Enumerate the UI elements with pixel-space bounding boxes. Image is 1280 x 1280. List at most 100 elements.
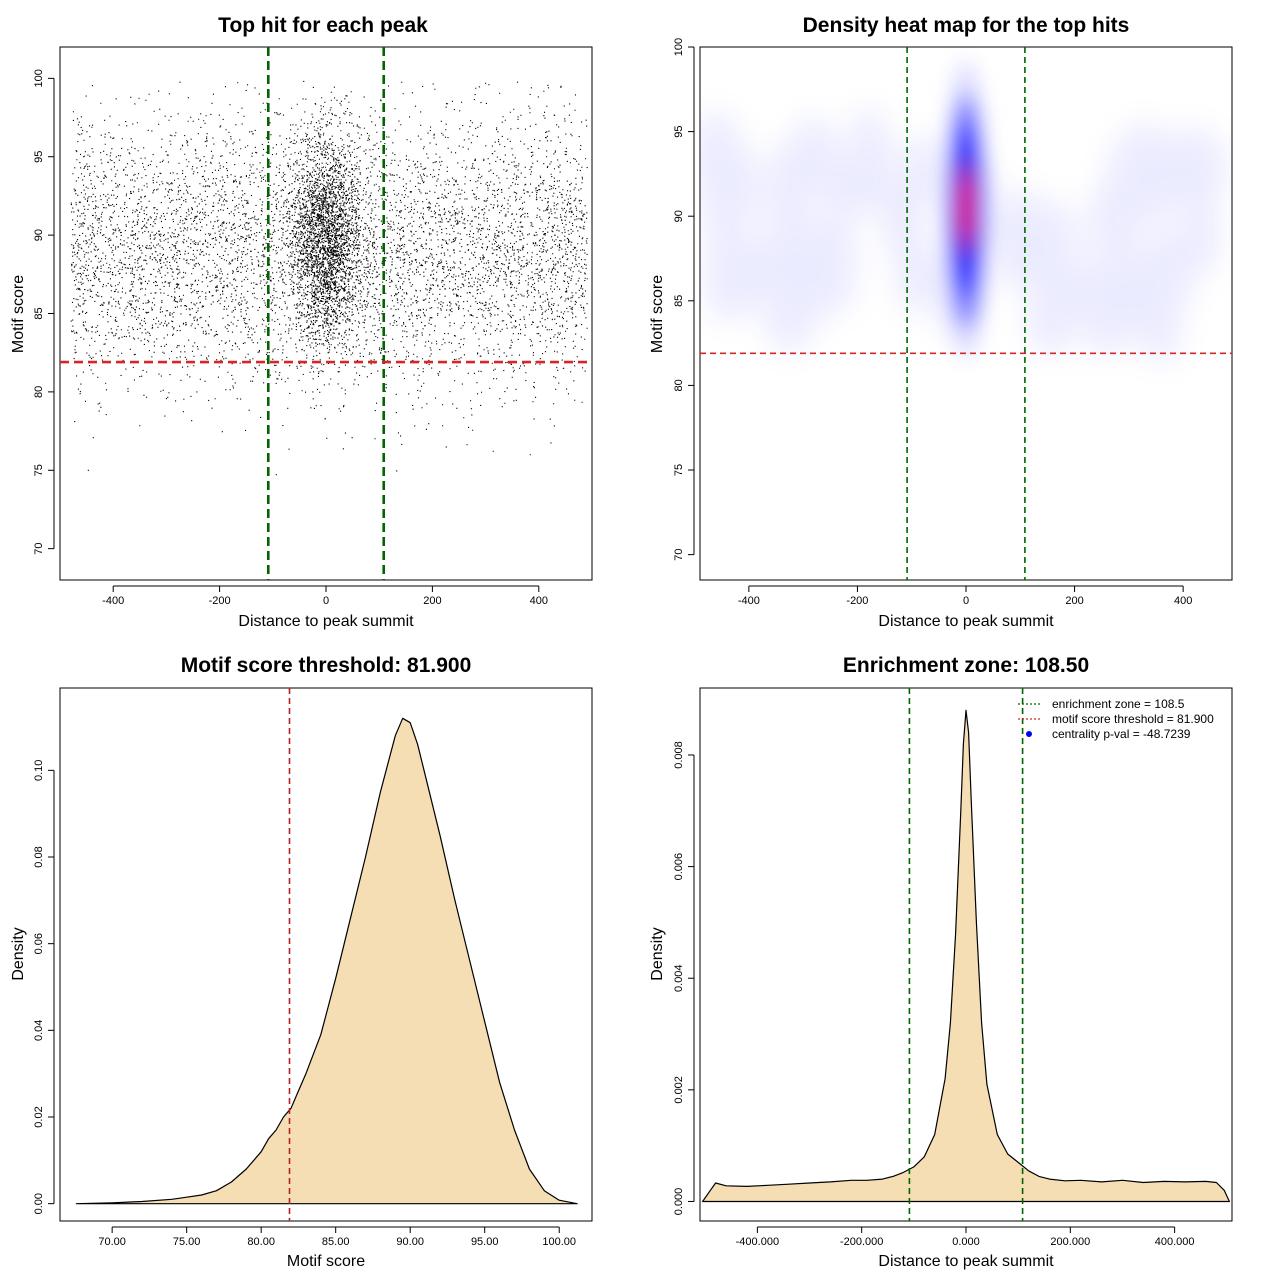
heat-haze-blob <box>753 226 790 303</box>
legend-label-pval: centrality p-val = -48.7239 <box>1052 727 1191 741</box>
x-tick-label: 400.000 <box>1155 1236 1195 1248</box>
y-tick-label: 100 <box>33 69 45 87</box>
x-tick-label: 400 <box>1174 595 1192 607</box>
y-tick-label: 75 <box>673 464 685 476</box>
y-tick-label: 0.02 <box>33 1106 45 1127</box>
y-tick-label: 95 <box>33 151 45 163</box>
x-tick-label: -200 <box>846 595 868 607</box>
y-tick-label: 0.008 <box>673 741 685 769</box>
x-tick-label: 80.00 <box>247 1236 275 1248</box>
x-tick-label: 95.00 <box>471 1236 499 1248</box>
y-axis-label: Density <box>649 927 666 980</box>
y-tick-label: 0.004 <box>673 964 685 992</box>
legend: enrichment zone = 108.5 motif score thre… <box>1018 697 1214 741</box>
legend-key-pval <box>1026 731 1032 737</box>
y-tick-label: 100 <box>673 38 685 56</box>
scatter-points <box>70 80 588 476</box>
axes: -400.000 -200.000 0.000 200.000 400.000 0.000… <box>673 741 1195 1248</box>
panel-score-density: Motif score threshold: 81.900 Motif scor… <box>10 654 593 1270</box>
panel-scatter: Top hit for each peak Distance to peak s… <box>10 14 593 630</box>
y-axis-label: Density <box>10 927 27 980</box>
plot-frame <box>59 687 593 1222</box>
chart-title: Motif score threshold: 81.900 <box>181 654 472 677</box>
x-tick-label: -400 <box>738 595 760 607</box>
x-tick-label: 70.00 <box>98 1236 126 1248</box>
background-point-cloud <box>70 81 588 476</box>
x-tick-label: 100.00 <box>542 1236 576 1248</box>
reference-lines <box>700 47 1232 580</box>
heat-haze-blob <box>1017 222 1067 298</box>
heat-haze-blob <box>1189 132 1228 209</box>
y-tick-label: 0.000 <box>673 1188 685 1216</box>
y-axis-label: Motif score <box>10 275 27 353</box>
y-tick-label: 0.06 <box>33 933 45 954</box>
reference-lines <box>908 688 1024 1221</box>
heat-haze-blob <box>783 239 837 324</box>
heat-haze-blob <box>1102 146 1151 244</box>
chart-title: Enrichment zone: 108.50 <box>843 654 1089 677</box>
panel-heatmap: Density heat map for the top hits Distan… <box>649 14 1233 630</box>
heat-haze-blob <box>765 141 815 246</box>
central-point-cloud <box>244 80 392 395</box>
x-tick-label: -200.000 <box>840 1236 883 1248</box>
x-tick-label: 400 <box>530 595 548 607</box>
x-tick-label: 200.000 <box>1050 1236 1090 1248</box>
x-axis-label: Distance to peak summit <box>878 613 1054 630</box>
x-tick-label: -400 <box>102 595 124 607</box>
x-tick-label: 0.000 <box>952 1236 980 1248</box>
y-tick-label: 0.002 <box>673 1076 685 1104</box>
heat-haze-blob <box>1071 257 1119 333</box>
y-tick-label: 70 <box>673 548 685 560</box>
x-tick-label: 75.00 <box>173 1236 201 1248</box>
chart-title: Density heat map for the top hits <box>803 14 1130 37</box>
y-tick-label: 75 <box>33 464 45 476</box>
y-tick-label: 85 <box>33 307 45 319</box>
plot-frame <box>699 687 1233 1222</box>
x-tick-label: 200 <box>423 595 441 607</box>
x-tick-label: 0 <box>323 595 329 607</box>
axes: -400 -200 0 200 400 70 75 80 85 90 95 100 <box>673 38 1192 607</box>
density-curve <box>702 709 1230 1203</box>
x-tick-label: -200 <box>209 595 231 607</box>
heat-haze-blob <box>895 230 940 314</box>
y-tick-label: 95 <box>673 125 685 137</box>
axes: -400 -200 0 200 400 70 75 80 85 90 95 100 <box>33 69 548 607</box>
y-axis-label: Motif score <box>649 275 666 353</box>
x-tick-label: 200 <box>1065 595 1083 607</box>
legend-label-threshold: motif score threshold = 81.900 <box>1052 712 1214 726</box>
x-tick-label: 0 <box>963 595 969 607</box>
density-heat <box>700 47 1232 580</box>
heat-hotspot <box>944 59 988 360</box>
heat-haze-blob <box>903 134 948 213</box>
y-tick-label: 0.10 <box>33 760 45 781</box>
x-tick-label: 90.00 <box>396 1236 424 1248</box>
y-tick-label: 90 <box>673 210 685 222</box>
y-tick-label: 0.08 <box>33 846 45 867</box>
legend-label-enrichment: enrichment zone = 108.5 <box>1052 697 1185 711</box>
x-axis-label: Distance to peak summit <box>878 1253 1054 1270</box>
x-axis-label: Motif score <box>287 1253 365 1270</box>
y-tick-label: 80 <box>673 379 685 391</box>
x-axis-label: Distance to peak summit <box>238 613 414 630</box>
density-curve <box>75 717 578 1205</box>
x-tick-label: 85.00 <box>322 1236 350 1248</box>
heat-haze-blob <box>822 151 867 226</box>
heat-haze-blob <box>718 231 765 318</box>
heat-haze-blob <box>1140 267 1182 365</box>
panel-distance-density: Enrichment zone: 108.50 Distance to peak… <box>649 654 1233 1270</box>
y-tick-label: 80 <box>33 386 45 398</box>
axes: 70.00 75.00 80.00 85.00 90.00 95.00 100.00 0.00… <box>33 760 576 1248</box>
heat-background-haze <box>700 106 1228 365</box>
y-tick-label: 0.006 <box>673 853 685 881</box>
plot-frame <box>59 46 593 581</box>
x-tick-label: -400.000 <box>736 1236 779 1248</box>
heat-core-red <box>960 171 972 244</box>
heat-haze-blob <box>700 111 744 210</box>
plot-frame <box>699 46 1233 581</box>
y-tick-label: 70 <box>33 543 45 555</box>
y-tick-label: 0.04 <box>33 1020 45 1041</box>
reference-lines <box>60 47 592 580</box>
chart-title: Top hit for each peak <box>218 14 428 37</box>
y-tick-label: 0.00 <box>33 1193 45 1214</box>
